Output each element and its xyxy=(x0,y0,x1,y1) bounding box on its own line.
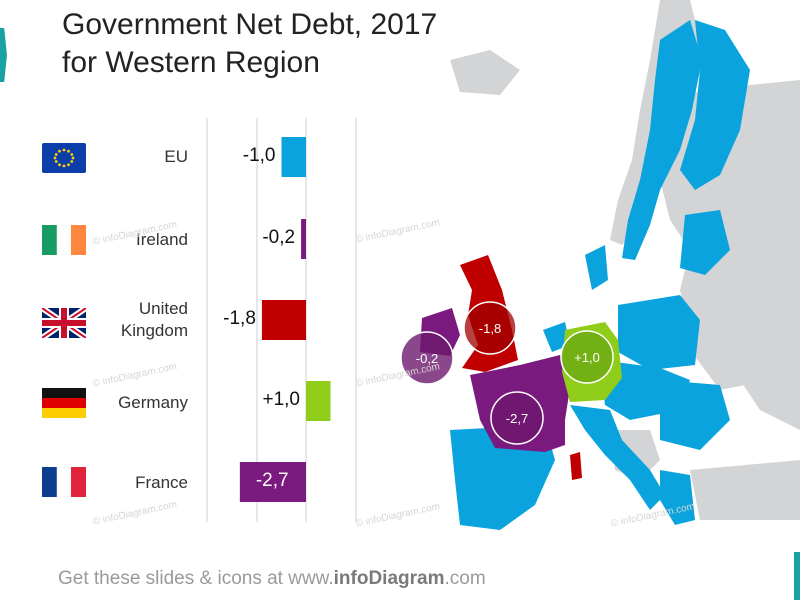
map-italy xyxy=(570,405,665,510)
map-bubble-germany xyxy=(560,330,614,384)
map-greece xyxy=(660,470,695,525)
category-label-ireland: Ireland xyxy=(136,230,188,249)
map-belarus-ukraine xyxy=(690,270,780,390)
page-title: Government Net Debt, 2017 for Western Re… xyxy=(62,6,437,82)
value-label-ireland: -0,2 xyxy=(262,227,296,248)
bar-ireland xyxy=(301,219,306,259)
title-accent-mark xyxy=(0,28,7,82)
map-benelux xyxy=(543,322,570,352)
eu-flag-icon xyxy=(42,143,86,173)
map-denmark xyxy=(585,245,608,290)
germany-flag-icon xyxy=(42,388,86,418)
uk-flag-icon xyxy=(42,308,86,338)
title-line-1: Government Net Debt, 2017 xyxy=(62,8,438,41)
map-bubble-united-kingdom xyxy=(463,301,517,355)
bar-eu xyxy=(281,137,306,177)
map-turkey xyxy=(690,460,800,520)
map-romania-bulgaria xyxy=(660,380,730,450)
bar-germany xyxy=(306,381,331,421)
france-flag-icon xyxy=(42,467,86,497)
map-bubble-france xyxy=(490,391,544,445)
bar-chart xyxy=(206,118,357,522)
ireland-flag-icon xyxy=(42,225,86,255)
map-bubble-ireland xyxy=(400,331,454,385)
europe-map: -1,8 -0,2 +1,0 -2,7 xyxy=(400,0,800,530)
category-label-germany: Germany xyxy=(118,393,188,412)
map-bubble-label-germany: +1,0 xyxy=(574,350,600,365)
value-label-germany: +1,0 xyxy=(262,389,300,410)
value-label-united-kingdom: -1,8 xyxy=(223,308,256,329)
map-iberia xyxy=(450,425,555,530)
map-sweden xyxy=(622,20,702,260)
map-sardinia xyxy=(570,452,582,480)
title-line-2: for Western Region xyxy=(62,46,320,79)
bar-france xyxy=(239,462,306,502)
value-label-eu: -1,0 xyxy=(242,145,276,166)
value-label-france: -2,7 xyxy=(255,470,289,491)
map-iceland xyxy=(450,50,520,95)
bar-united-kingdom xyxy=(261,300,306,340)
map-poland xyxy=(618,295,700,370)
corner-accent-mark xyxy=(794,552,800,600)
map-baltics xyxy=(680,210,730,275)
footer-link[interactable]: Get these slides & icons at www.infoDiag… xyxy=(58,568,486,589)
category-label-france: France xyxy=(135,473,188,492)
map-bubble-label-france: -2,7 xyxy=(506,411,528,426)
map-bubble-label-ireland: -0,2 xyxy=(416,351,438,366)
category-label-united-kingdom: United Kingdom xyxy=(120,299,188,340)
map-bubble-label-united-kingdom: -1,8 xyxy=(479,321,501,336)
map-finland xyxy=(680,20,750,190)
category-label-eu: EU xyxy=(164,147,188,166)
